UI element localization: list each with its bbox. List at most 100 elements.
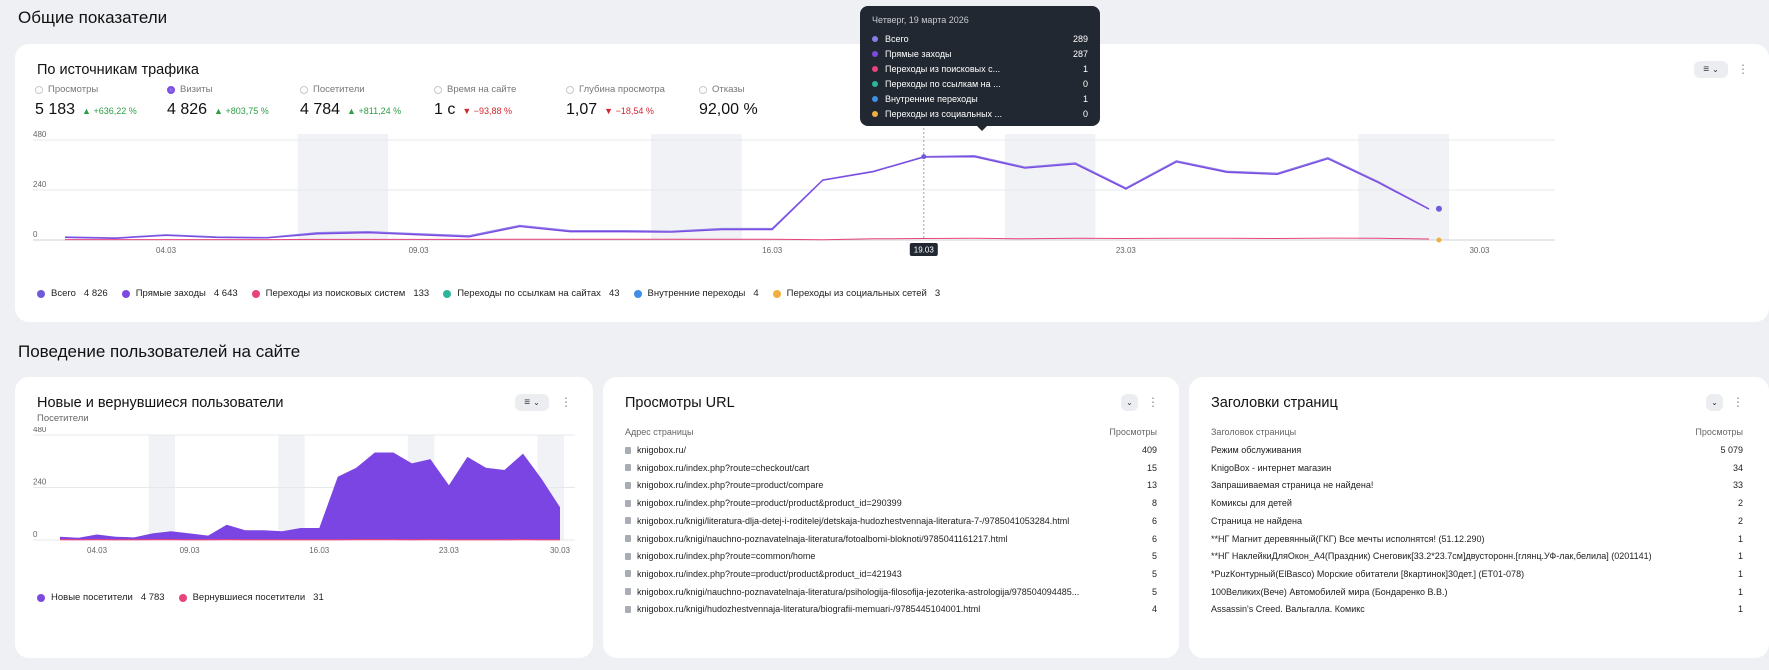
traffic-line-chart[interactable]: 0 240 480 04.03 09.03 16.03 23.03 30.03 19.03 xyxy=(15,128,1769,258)
legend-item[interactable]: Внутренние переходы 4 xyxy=(633,288,759,299)
row-value: 34 xyxy=(1732,462,1743,473)
row-name[interactable]: knigobox.ru/knigi/literatura-dlja-detej-… xyxy=(637,515,1070,526)
row-name[interactable]: **НГ НаклейкиДляОкон_А4(Праздник) Снегов… xyxy=(1211,551,1652,562)
row-name[interactable]: Assassin's Creed. Вальгалла. Комикс xyxy=(1211,604,1365,615)
table-row[interactable]: KnigoBox - интернет магазин 34 xyxy=(1211,461,1743,475)
row-name-cell: KnigoBox - интернет магазин xyxy=(1211,463,1331,473)
row-name[interactable]: knigobox.ru/index.php?route=product/prod… xyxy=(637,498,902,509)
legend-item[interactable]: Переходы из поисковых систем 133 xyxy=(251,288,429,299)
row-name[interactable]: Режим обслуживания xyxy=(1211,445,1302,455)
radio-icon[interactable] xyxy=(35,85,43,94)
column-header-title[interactable]: Заголовок страницы xyxy=(1211,427,1297,437)
column-header-name[interactable]: Адрес страницы xyxy=(625,427,694,437)
table-row[interactable]: *PuzКонтурный(ElBasco) Морские обитатели… xyxy=(1211,567,1743,581)
radio-icon[interactable] xyxy=(167,85,175,94)
table-row[interactable]: 100Великих(Вече) Автомобилей мира (Бонда… xyxy=(1211,585,1743,599)
table-row[interactable]: Assassin's Creed. Вальгалла. Комикс 1 xyxy=(1211,602,1743,616)
row-name[interactable]: knigobox.ru/knigi/nauchno-poznavatelnaja… xyxy=(637,586,1080,597)
metric-5[interactable]: Отказы 92,00 % xyxy=(699,84,758,119)
checkbox-icon[interactable] xyxy=(772,289,781,298)
legend-item[interactable]: Переходы из социальных сетей 3 xyxy=(772,288,940,299)
row-name[interactable]: knigobox.ru/knigi/hudozhestvennaja-liter… xyxy=(637,604,981,615)
radio-icon[interactable] xyxy=(566,85,574,94)
table-row[interactable]: knigobox.ru/index.php?route=common/home 5 xyxy=(625,549,1157,563)
table-row[interactable]: Режим обслуживания 5 079 xyxy=(1211,443,1743,457)
checkbox-icon[interactable] xyxy=(251,289,260,298)
table-row[interactable]: **НГ Магнит деревянный(ГКГ) Все мечты ис… xyxy=(1211,532,1743,546)
radio-icon[interactable] xyxy=(434,85,442,94)
more-menu-icon[interactable]: ⋮ xyxy=(1737,62,1749,76)
chart-type-button[interactable]: ≡ ⌄ xyxy=(515,394,549,411)
legend-item[interactable]: Новые посетители 4 783 xyxy=(37,592,165,603)
tooltip-row: Переходы по ссылкам на ... 0 xyxy=(872,76,1088,91)
table-row[interactable]: knigobox.ru/index.php?route=checkout/car… xyxy=(625,461,1157,475)
table-row[interactable]: knigobox.ru/409 xyxy=(625,443,1157,457)
metric-delta: ▼ −93,88 % xyxy=(462,106,512,116)
row-name[interactable]: knigobox.ru/index.php?route=product/prod… xyxy=(637,568,902,579)
row-value: 2 xyxy=(1737,498,1743,509)
row-name[interactable]: Комиксы для детей xyxy=(1211,498,1292,509)
row-name[interactable]: knigobox.ru/index.php?route=product/comp… xyxy=(637,480,824,491)
legend-name: Переходы из социальных сетей xyxy=(786,288,927,299)
more-menu-icon[interactable]: ⋮ xyxy=(1147,395,1159,409)
tooltip-series-value: 0 xyxy=(1082,108,1088,119)
row-name[interactable]: *PuzКонтурный(ElBasco) Морские обитатели… xyxy=(1211,568,1525,579)
metric-delta-value: −93,88 % xyxy=(473,106,513,116)
x-tick-label: 16.03 xyxy=(309,546,330,555)
metric-2[interactable]: Посетители 4 784 ▲ +811,24 % xyxy=(300,84,401,119)
table-row[interactable]: Страница не найдена 2 xyxy=(1211,514,1743,528)
row-value: 13 xyxy=(1146,480,1157,491)
row-value: 5 xyxy=(1151,568,1157,579)
table-row[interactable]: knigobox.ru/index.php?route=product/prod… xyxy=(625,496,1157,510)
column-header-views[interactable]: Просмотры xyxy=(1109,427,1157,437)
users-area-chart[interactable]: 0 240 480 04.03 09.03 16.03 23.03 30.03 xyxy=(15,427,593,555)
checkbox-icon[interactable] xyxy=(37,289,45,298)
legend-name: Всего xyxy=(51,288,76,299)
checkbox-icon[interactable] xyxy=(178,593,187,602)
table-row[interactable]: knigobox.ru/index.php?route=product/prod… xyxy=(625,567,1157,581)
row-name[interactable]: 100Великих(Вече) Автомобилей мира (Бонда… xyxy=(1211,586,1448,597)
table-row[interactable]: knigobox.ru/index.php?route=product/comp… xyxy=(625,478,1157,492)
collapse-button[interactable]: ⌄ xyxy=(1706,394,1723,411)
column-header-views[interactable]: Просмотры xyxy=(1695,427,1743,437)
table-row[interactable]: Комиксы для детей 2 xyxy=(1211,496,1743,510)
radio-icon[interactable] xyxy=(699,85,707,94)
metric-1[interactable]: Визиты 4 826 ▲ +803,75 % xyxy=(167,84,269,119)
row-name[interactable]: **НГ Магнит деревянный(ГКГ) Все мечты ис… xyxy=(1211,533,1485,544)
metric-0[interactable]: Просмотры 5 183 ▲ +636,22 % xyxy=(35,84,137,119)
legend-item[interactable]: Переходы по ссылкам на сайтах 43 xyxy=(443,288,620,299)
radio-icon[interactable] xyxy=(300,85,308,94)
row-name-cell: knigobox.ru/knigi/nauchno-poznavatelnaja… xyxy=(625,534,1008,544)
row-name[interactable]: knigobox.ru/index.php?route=common/home xyxy=(637,551,816,562)
series-line-0[interactable] xyxy=(64,154,1430,239)
table-row[interactable]: Запрашиваемая страница не найдена! 33 xyxy=(1211,478,1743,492)
row-name[interactable]: knigobox.ru/index.php?route=checkout/car… xyxy=(637,462,810,473)
series-line-2[interactable] xyxy=(65,237,1430,241)
row-name[interactable]: KnigoBox - интернет магазин xyxy=(1211,462,1332,473)
checkbox-icon[interactable] xyxy=(443,289,452,298)
table-row[interactable]: knigobox.ru/knigi/literatura-dlja-detej-… xyxy=(625,514,1157,528)
metric-4[interactable]: Глубина просмотра 1,07 ▼ −18,54 % xyxy=(566,84,665,119)
legend-item[interactable]: Прямые заходы 4 643 xyxy=(121,288,238,299)
checkbox-icon[interactable] xyxy=(633,289,642,298)
legend-item[interactable]: Вернувшиеся посетители 31 xyxy=(178,592,324,603)
legend-item[interactable]: Всего 4 826 xyxy=(37,288,108,299)
series-line-1[interactable] xyxy=(64,156,1430,239)
row-name[interactable]: Запрашиваемая страница не найдена! xyxy=(1211,480,1374,491)
more-menu-icon[interactable]: ⋮ xyxy=(1732,395,1744,409)
table-row[interactable]: **НГ НаклейкиДляОкон_А4(Праздник) Снегов… xyxy=(1211,549,1743,563)
more-menu-icon[interactable]: ⋮ xyxy=(560,395,572,409)
table-row[interactable]: knigobox.ru/knigi/nauchno-poznavatelnaja… xyxy=(625,532,1157,546)
row-name[interactable]: knigobox.ru/knigi/nauchno-poznavatelnaja… xyxy=(637,533,1008,544)
table-row[interactable]: knigobox.ru/knigi/hudozhestvennaja-liter… xyxy=(625,602,1157,616)
row-name[interactable]: Страница не найдена xyxy=(1211,515,1303,526)
checkbox-icon[interactable] xyxy=(121,289,130,298)
chart-type-button[interactable]: ≡ ⌄ xyxy=(1694,61,1728,78)
new-visitors-area[interactable] xyxy=(60,452,560,541)
end-point xyxy=(1435,205,1442,212)
checkbox-icon[interactable] xyxy=(37,593,45,602)
metric-3[interactable]: Время на сайте 1 с ▼ −93,88 % xyxy=(434,84,516,119)
table-row[interactable]: knigobox.ru/knigi/nauchno-poznavatelnaja… xyxy=(625,585,1157,599)
row-name[interactable]: knigobox.ru/ xyxy=(637,445,687,455)
collapse-button[interactable]: ⌄ xyxy=(1121,394,1138,411)
